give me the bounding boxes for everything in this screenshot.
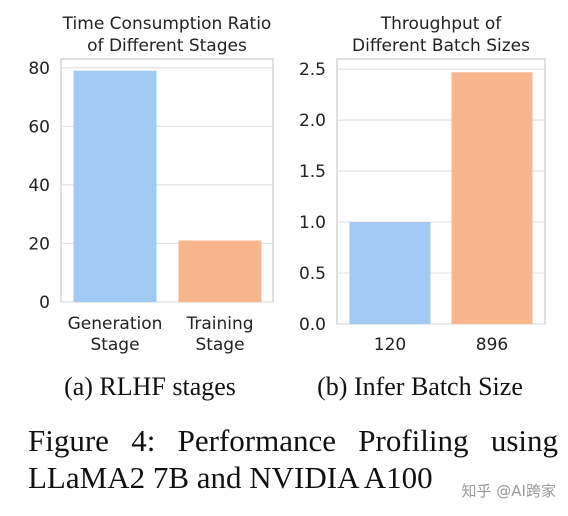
figure-caption-line-2: LLaMA2 7B and NVIDIA A100	[28, 460, 433, 495]
figure-caption-line-1: Figure 4: Performance Profiling using	[28, 423, 558, 458]
watermark: 知乎 @AI跨家	[461, 482, 556, 500]
subfigure-caption: (a) RLHF stages	[64, 372, 236, 401]
y-tick-label: 60	[28, 117, 50, 137]
chart-title: Throughput of	[380, 14, 503, 34]
x-tick-label: Stage	[90, 335, 139, 355]
x-tick-label: Training	[185, 314, 253, 334]
subfigure-caption: (b) Infer Batch Size	[317, 372, 523, 401]
chart-title: of Different Stages	[87, 36, 247, 56]
chart-title: Time Consumption Ratio	[62, 14, 272, 34]
y-tick-label: 20	[28, 234, 50, 254]
y-tick-label: 2.5	[299, 60, 326, 80]
x-tick-label: 896	[476, 335, 508, 355]
bar	[73, 70, 157, 302]
y-tick-label: 0	[39, 293, 50, 313]
x-tick-label: Stage	[195, 335, 244, 355]
figure-caption: Figure 4: Performance Profiling using LL…	[28, 422, 558, 496]
y-tick-label: 0.5	[299, 264, 326, 284]
y-tick-label: 1.5	[299, 162, 326, 182]
bar	[178, 240, 262, 302]
y-tick-label: 1.0	[299, 213, 326, 233]
y-tick-label: 80	[28, 59, 50, 79]
x-tick-label: 120	[374, 335, 406, 355]
y-tick-label: 2.0	[299, 111, 326, 131]
bar	[451, 72, 533, 324]
x-tick-label: Generation	[68, 314, 163, 334]
chart-title: Different Batch Sizes	[352, 36, 530, 56]
bar	[349, 222, 431, 324]
y-tick-label: 0.0	[299, 315, 326, 335]
y-tick-label: 40	[28, 176, 50, 196]
